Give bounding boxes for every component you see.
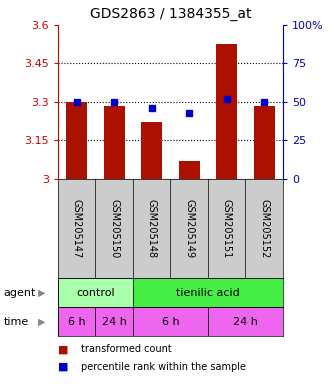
- Text: GSM205147: GSM205147: [72, 199, 82, 258]
- Bar: [216, 44, 237, 179]
- Text: GSM205148: GSM205148: [147, 199, 157, 258]
- Text: tienilic acid: tienilic acid: [176, 288, 240, 298]
- Text: 24 h: 24 h: [233, 316, 258, 327]
- Text: GSM205152: GSM205152: [259, 199, 269, 258]
- Bar: [133, 307, 208, 336]
- Bar: [254, 106, 274, 179]
- Text: 24 h: 24 h: [102, 316, 127, 327]
- Text: agent: agent: [3, 288, 36, 298]
- Bar: [58, 278, 133, 307]
- Bar: [58, 307, 95, 336]
- Text: ▶: ▶: [38, 288, 46, 298]
- Text: time: time: [3, 316, 28, 327]
- Text: percentile rank within the sample: percentile rank within the sample: [81, 362, 246, 372]
- Bar: [141, 122, 162, 179]
- Text: ▶: ▶: [38, 316, 46, 327]
- Text: GSM205151: GSM205151: [222, 199, 232, 258]
- Bar: [95, 307, 133, 336]
- Text: GSM205150: GSM205150: [109, 199, 119, 258]
- Bar: [66, 102, 87, 179]
- Bar: [133, 278, 283, 307]
- Text: 6 h: 6 h: [68, 316, 85, 327]
- Text: 6 h: 6 h: [162, 316, 179, 327]
- Text: transformed count: transformed count: [81, 344, 172, 354]
- Bar: [104, 106, 124, 179]
- Bar: [208, 307, 283, 336]
- Text: GSM205149: GSM205149: [184, 199, 194, 258]
- Title: GDS2863 / 1384355_at: GDS2863 / 1384355_at: [90, 7, 251, 21]
- Bar: [179, 161, 200, 179]
- Text: control: control: [76, 288, 115, 298]
- Text: ■: ■: [58, 362, 69, 372]
- Text: ■: ■: [58, 344, 69, 354]
